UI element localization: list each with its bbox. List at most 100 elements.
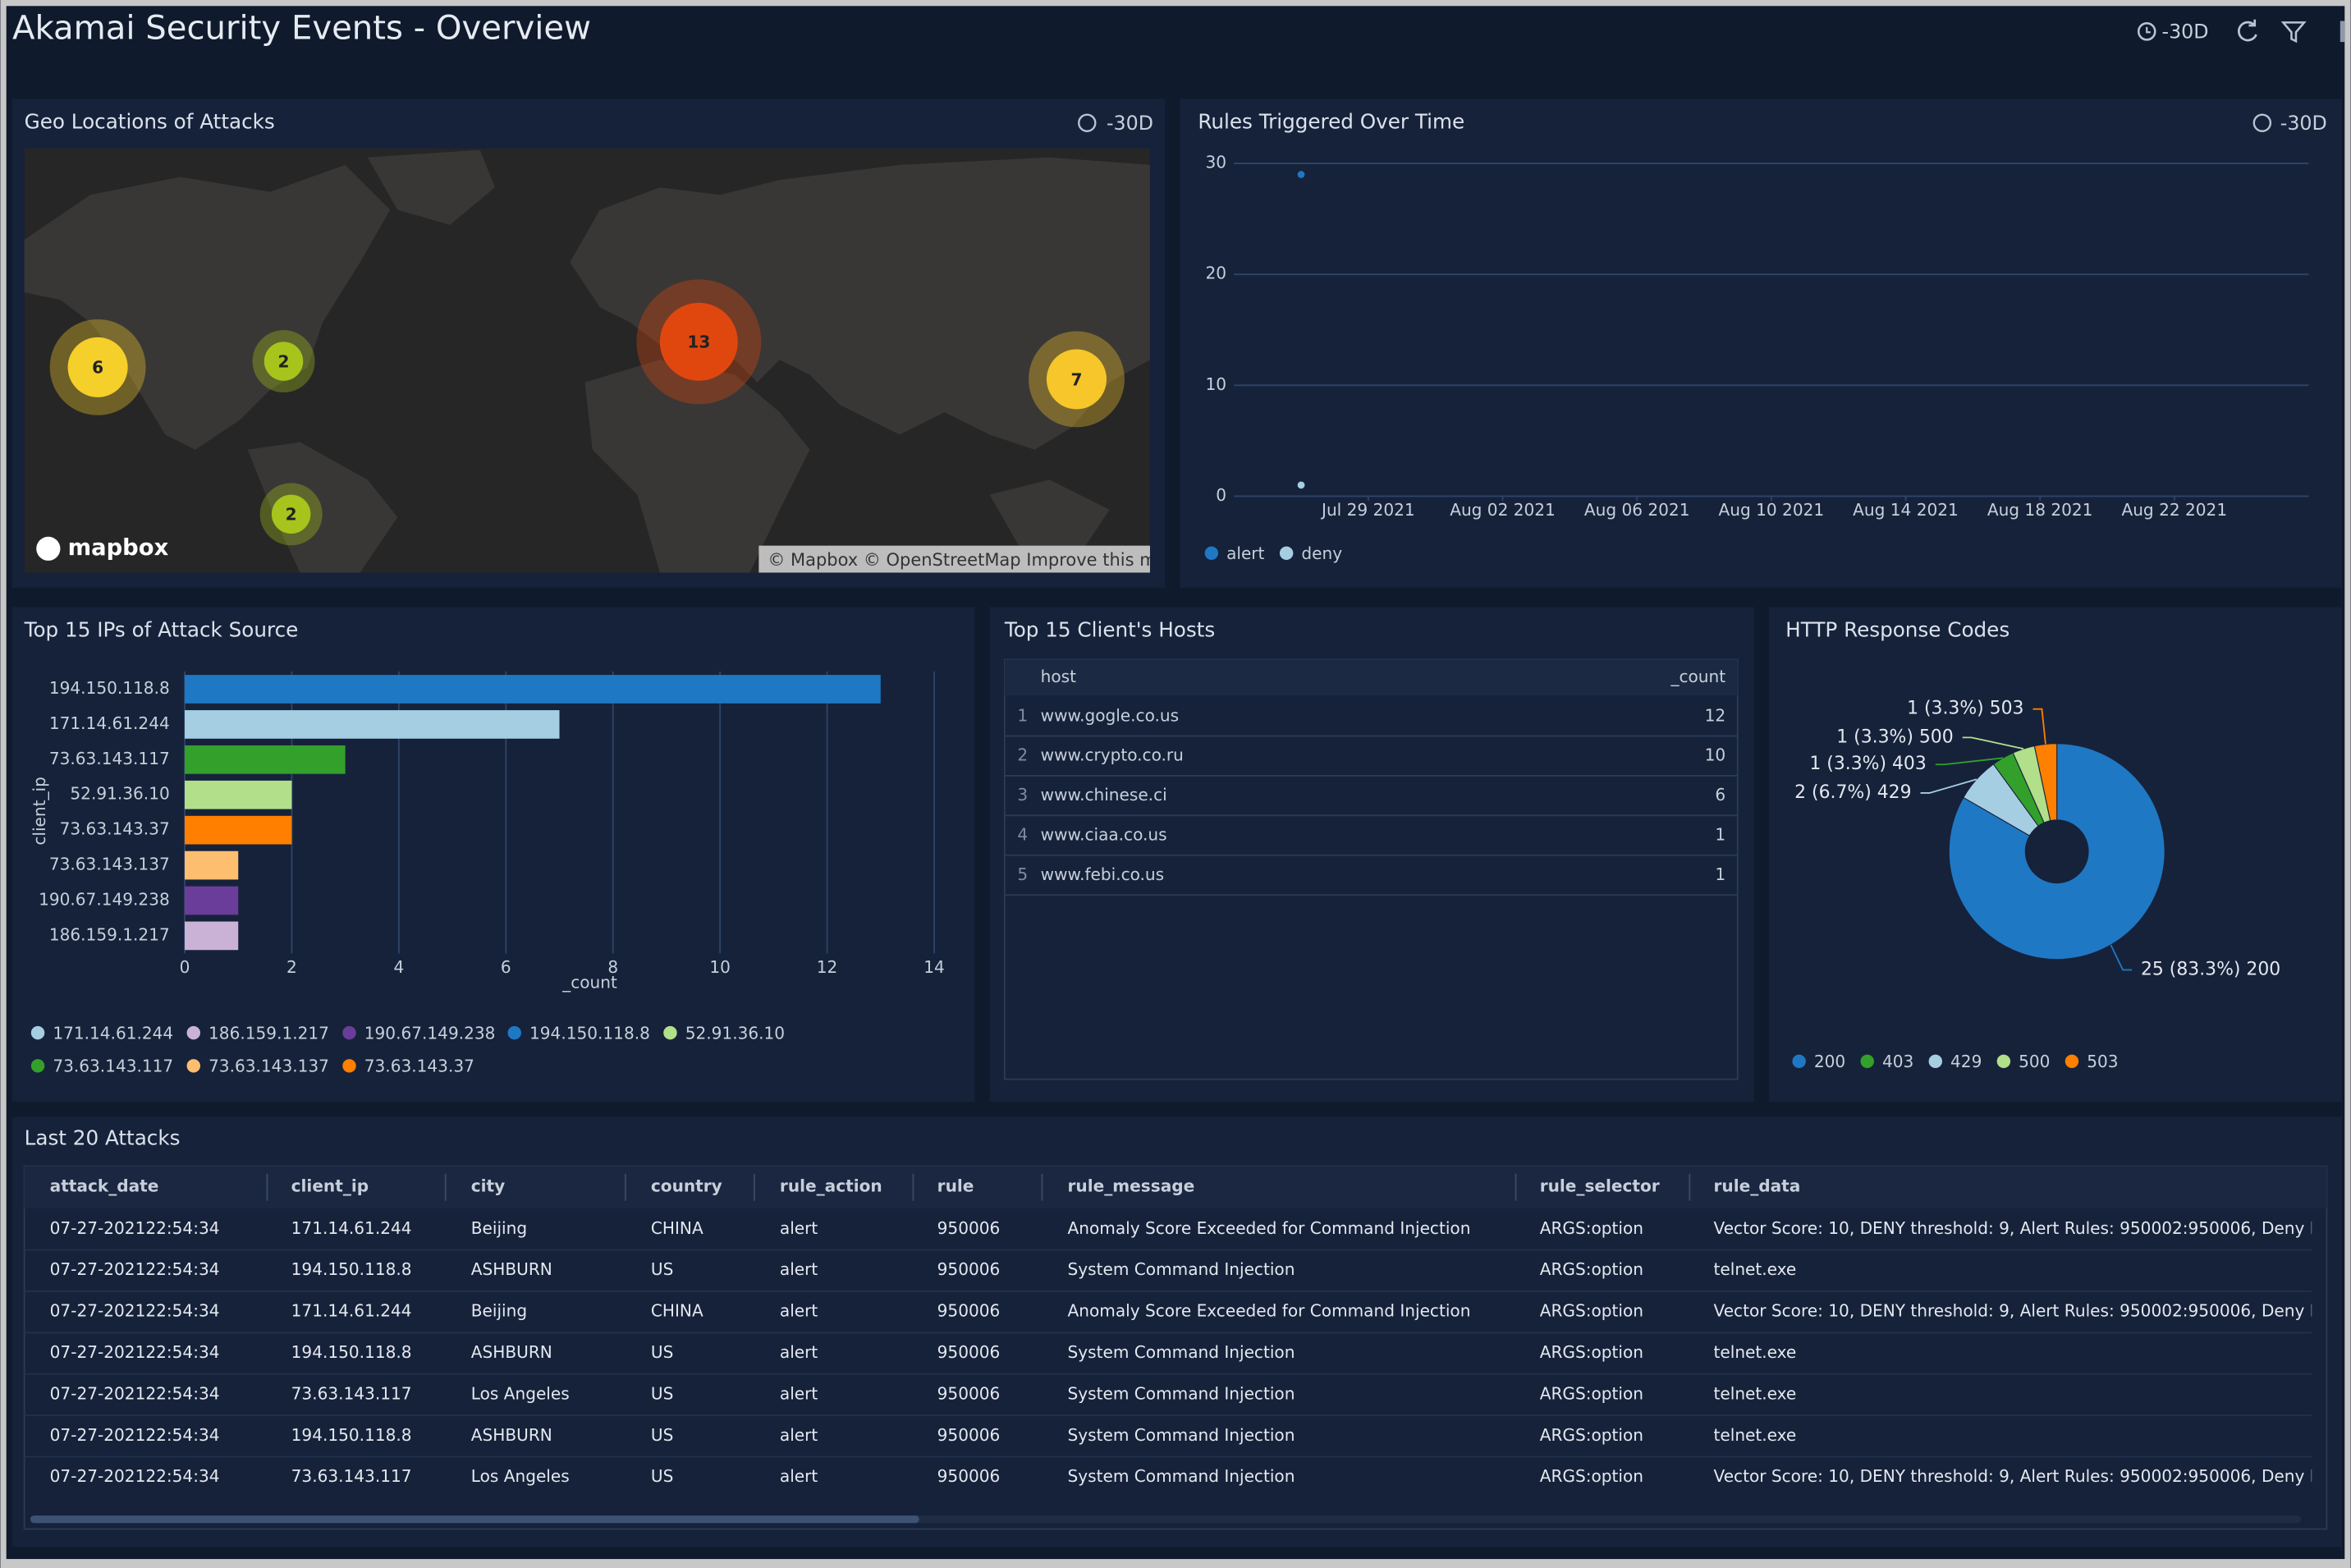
legend-swatch xyxy=(186,1025,201,1040)
legend-swatch xyxy=(1928,1054,1943,1069)
column-header: rule_message xyxy=(1068,1176,1195,1196)
cluster xyxy=(264,342,304,381)
point xyxy=(1297,171,1305,178)
cell: telnet.exe xyxy=(1714,1342,1797,1362)
bar xyxy=(185,886,239,915)
cell: 07-27-202122:54:34 xyxy=(50,1466,220,1486)
legend-swatch xyxy=(186,1059,201,1073)
y-tick-label: 10 xyxy=(1206,374,1227,394)
cell: alert xyxy=(780,1466,818,1486)
cell: alert xyxy=(780,1218,818,1238)
menu-icon[interactable] xyxy=(2340,21,2345,43)
y-tick-label: 171.14.61.244 xyxy=(49,713,170,733)
y-tick-label: 190.67.149.238 xyxy=(39,889,170,909)
cell: 07-27-202122:54:34 xyxy=(50,1259,220,1279)
y-tick-label: 20 xyxy=(1206,264,1227,283)
y-tick-label: 194.150.118.8 xyxy=(49,678,170,698)
clock-icon xyxy=(2252,113,2272,132)
cell: ARGS:option xyxy=(1540,1218,1643,1238)
cell: 950006 xyxy=(937,1342,1001,1362)
cell: Los Angeles xyxy=(471,1383,570,1403)
cell: Vector Score: 10, DENY threshold: 9, Ale… xyxy=(1714,1218,2346,1238)
column-header: rule_selector xyxy=(1540,1176,1660,1196)
cluster xyxy=(1046,349,1107,410)
column-header: attack_date xyxy=(50,1176,159,1196)
legend-swatch xyxy=(1996,1054,2011,1069)
land xyxy=(367,149,495,225)
count: 12 xyxy=(1705,705,1726,725)
host: www.febi.co.us xyxy=(1041,864,1164,884)
cell: telnet.exe xyxy=(1714,1259,1797,1279)
table-header xyxy=(1004,659,1738,696)
legend-swatch xyxy=(2065,1054,2079,1069)
attribution-bg xyxy=(758,545,1150,573)
cell: System Command Injection xyxy=(1068,1466,1295,1486)
clusters: 6 2 13 7 2 xyxy=(49,279,1125,546)
y-tick-label: 0 xyxy=(1216,485,1226,505)
cell: 73.63.143.117 xyxy=(291,1466,412,1486)
x-tick-label: 6 xyxy=(501,957,511,977)
leader-line xyxy=(1935,757,2004,766)
land xyxy=(570,157,1150,450)
cell: Vector Score: 10, DENY threshold: 9, Ale… xyxy=(1714,1301,2346,1321)
refresh-icon[interactable] xyxy=(2238,19,2257,42)
attribution[interactable]: © Mapbox © OpenStreetMap Improve this ma… xyxy=(768,550,1177,570)
bar xyxy=(185,675,881,704)
legend-label: 190.67.149.238 xyxy=(364,1023,496,1043)
map[interactable]: 6 2 13 7 2 mapbox © Mapbox © OpenStreetMap I… xyxy=(24,148,1178,573)
cluster-count: 13 xyxy=(687,332,710,352)
count: 1 xyxy=(1715,864,1725,884)
cell: 194.150.118.8 xyxy=(291,1342,412,1362)
cell: CHINA xyxy=(651,1218,703,1238)
row-number: 2 xyxy=(1017,745,1028,765)
panel-title: Top 15 IPs of Attack Source xyxy=(24,618,299,642)
filter-icon[interactable] xyxy=(2280,21,2307,44)
y-tick-label: 73.63.143.117 xyxy=(49,749,170,768)
host: www.crypto.co.ru xyxy=(1041,745,1184,765)
clock-hands xyxy=(2146,26,2151,34)
data-label: 25 (83.3%) 200 xyxy=(2141,959,2280,979)
legend-label: 52.91.36.10 xyxy=(685,1023,785,1043)
leader-line xyxy=(1962,736,2024,750)
x-tick-label: 12 xyxy=(817,957,838,977)
land xyxy=(584,360,810,573)
y-tick-label: 73.63.143.137 xyxy=(49,855,170,874)
row-number: 3 xyxy=(1017,785,1028,805)
x-tick-label: Aug 22 2021 xyxy=(2121,500,2227,520)
clock-icon xyxy=(1078,113,1097,132)
y-tick-label: 73.63.143.37 xyxy=(60,819,170,839)
mapbox-logo[interactable]: mapbox xyxy=(68,535,169,561)
cluster-count: 2 xyxy=(286,505,297,525)
x-tick-label: Aug 18 2021 xyxy=(1987,500,2093,520)
cell: telnet.exe xyxy=(1714,1425,1797,1445)
legend-swatch xyxy=(30,1059,45,1073)
cell: 950006 xyxy=(937,1466,1001,1486)
cell: ARGS:option xyxy=(1540,1301,1643,1321)
scrollbar-thumb[interactable] xyxy=(30,1515,919,1524)
cell: Beijing xyxy=(471,1301,527,1321)
x-tick-label: 14 xyxy=(923,957,945,977)
cell: Beijing xyxy=(471,1218,527,1238)
legend-swatch xyxy=(1792,1054,1806,1069)
panel-title: Last 20 Attacks xyxy=(25,1126,181,1150)
data-label: 1 (3.3%) 503 xyxy=(1907,699,2023,719)
data-label: 1 (3.3%) 500 xyxy=(1836,727,1953,747)
x-tick-label: Aug 10 2021 xyxy=(1719,500,1825,520)
y-axis-label: client_ip xyxy=(30,777,49,846)
time-range[interactable]: -30D xyxy=(2162,21,2209,44)
cell: System Command Injection xyxy=(1068,1383,1295,1403)
cell: alert xyxy=(780,1301,818,1321)
time-range-button[interactable]: -30D xyxy=(2137,21,2209,44)
cell: 950006 xyxy=(937,1383,1001,1403)
slice xyxy=(1948,743,2165,961)
count: 1 xyxy=(1715,824,1725,844)
land xyxy=(24,164,391,450)
cell: alert xyxy=(780,1259,818,1279)
attacks-table: attack_date client_ip city country rule_acti… xyxy=(24,1173,2346,1486)
cell: Vector Score: 10, DENY threshold: 9, Ale… xyxy=(1714,1466,2346,1486)
column-header: country xyxy=(651,1176,722,1196)
column-header: rule_data xyxy=(1714,1176,1801,1196)
land xyxy=(989,479,1110,555)
cell: 194.150.118.8 xyxy=(291,1425,412,1445)
